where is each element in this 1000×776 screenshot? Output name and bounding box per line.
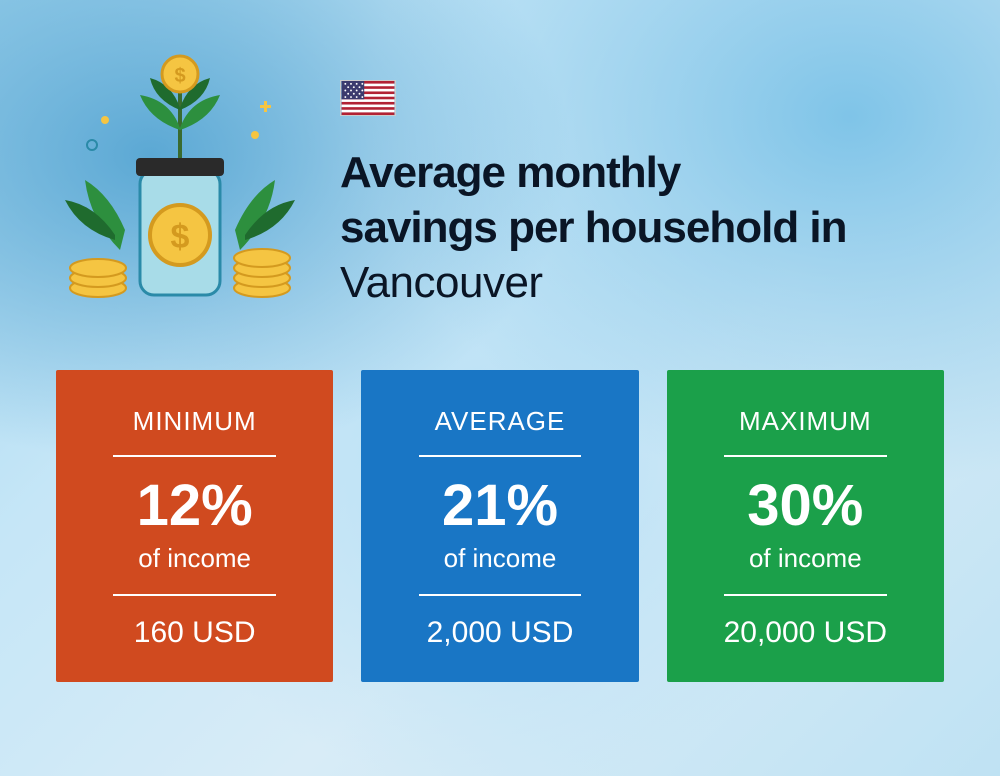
card-subtext: of income — [86, 543, 303, 574]
card-subtext: of income — [391, 543, 608, 574]
cards-row: MINIMUM 12% of income 160 USD AVERAGE 21… — [0, 340, 1000, 682]
card-average: AVERAGE 21% of income 2,000 USD — [361, 370, 638, 682]
card-percent: 12% — [86, 477, 303, 535]
savings-jar-icon: $ $ — [60, 50, 300, 310]
svg-text:$: $ — [171, 218, 190, 256]
card-amount: 20,000 USD — [697, 616, 914, 650]
title-line-2: savings per household in — [340, 200, 847, 255]
title-block: Average monthly savings per household in… — [340, 50, 847, 310]
divider — [724, 594, 887, 596]
card-maximum: MAXIMUM 30% of income 20,000 USD — [667, 370, 944, 682]
divider — [419, 455, 582, 457]
card-label: MINIMUM — [86, 406, 303, 437]
card-subtext: of income — [697, 543, 914, 574]
card-percent: 21% — [391, 477, 608, 535]
card-label: AVERAGE — [391, 406, 608, 437]
header-section: $ $ — [0, 0, 1000, 340]
title-line-1: Average monthly — [340, 145, 847, 200]
divider — [113, 455, 276, 457]
divider — [113, 594, 276, 596]
svg-text:$: $ — [174, 65, 185, 87]
divider — [419, 594, 582, 596]
card-label: MAXIMUM — [697, 406, 914, 437]
savings-illustration: $ $ — [60, 50, 300, 310]
divider — [724, 455, 887, 457]
title-city: Vancouver — [340, 255, 847, 310]
card-minimum: MINIMUM 12% of income 160 USD — [56, 370, 333, 682]
card-percent: 30% — [697, 477, 914, 535]
card-amount: 2,000 USD — [391, 616, 608, 650]
card-amount: 160 USD — [86, 616, 303, 650]
usa-flag-icon — [340, 80, 396, 116]
